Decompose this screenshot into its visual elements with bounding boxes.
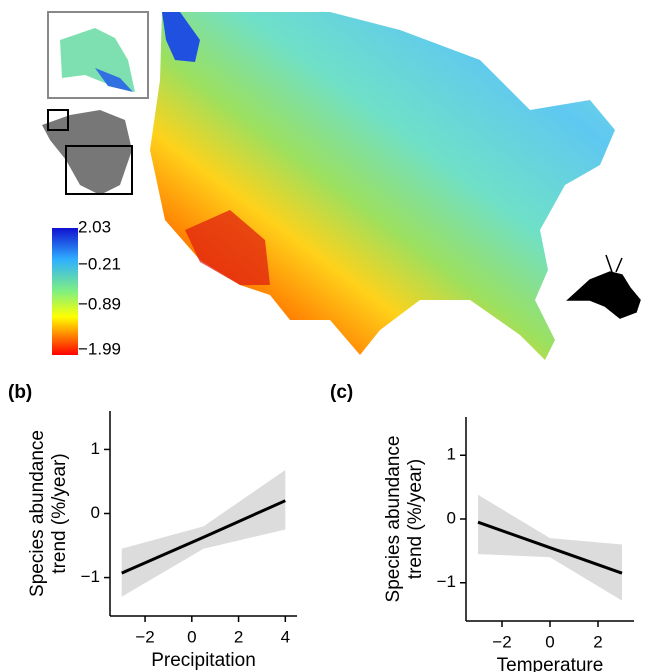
y-axis-label: Species abundance (383, 436, 404, 603)
inset-map-blue (95, 68, 133, 92)
butterfly (566, 254, 641, 319)
y-tick-label: 1 (91, 439, 100, 458)
inset-map (60, 28, 135, 92)
map-coast (162, 12, 200, 62)
inset-box (65, 145, 133, 195)
x-tick-label: 4 (281, 627, 290, 646)
colorbar-label: −0.21 (78, 254, 121, 273)
map-hot (185, 210, 270, 285)
x-tick-label: 0 (187, 627, 196, 646)
x-tick-label: −2 (135, 627, 154, 646)
y-tick-label: −1 (437, 572, 456, 591)
colorbar (52, 228, 78, 355)
x-tick-label: 0 (545, 632, 554, 651)
x-tick-label: 2 (234, 627, 243, 646)
colorbar-label: −0.89 (78, 294, 121, 313)
globe-shape (42, 110, 132, 195)
trend-line (477, 520, 623, 575)
y-axis-label: trend (%/year) (405, 459, 426, 579)
x-tick-label: 2 (593, 632, 602, 651)
y-tick-label: 0 (447, 508, 456, 527)
panel-label: (c) (330, 382, 353, 403)
map (150, 12, 615, 360)
y-axis-label: Species abundance (27, 430, 48, 597)
colorbar-label: 2.03 (78, 217, 111, 236)
confidence-band (121, 469, 286, 597)
y-tick-label: −1 (81, 567, 100, 586)
panel-label: (b) (8, 382, 32, 403)
x-tick-label: −2 (492, 632, 511, 651)
inset-box (47, 11, 149, 99)
y-axis-label: trend (%/year) (49, 453, 70, 573)
colorbar-label: −1.99 (78, 339, 121, 358)
x-axis-label: Precipitation (151, 650, 256, 671)
y-tick-label: 1 (447, 445, 456, 464)
x-axis-label: Temperature (497, 655, 604, 672)
trend-line (121, 499, 286, 575)
inset-box (47, 109, 69, 131)
y-tick-label: 0 (91, 503, 100, 522)
